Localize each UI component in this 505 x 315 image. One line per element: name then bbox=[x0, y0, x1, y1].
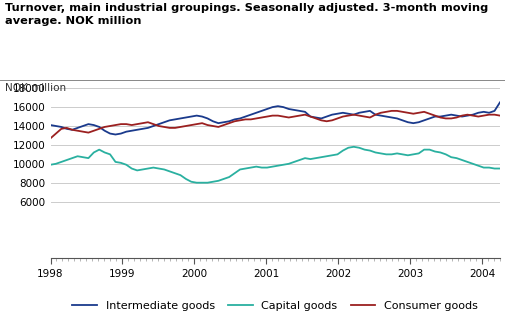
Legend: Intermediate goods, Capital goods, Consumer goods: Intermediate goods, Capital goods, Consu… bbox=[72, 301, 478, 312]
Capital goods bbox=[53, 162, 59, 166]
Capital goods bbox=[350, 145, 357, 149]
Consumer goods bbox=[53, 132, 59, 135]
Consumer goods bbox=[270, 114, 276, 117]
Consumer goods bbox=[389, 109, 395, 113]
Consumer goods bbox=[75, 129, 81, 133]
Capital goods bbox=[253, 165, 259, 169]
Capital goods bbox=[275, 164, 281, 168]
Text: NOK million: NOK million bbox=[5, 83, 66, 94]
Consumer goods bbox=[47, 136, 54, 140]
Capital goods bbox=[497, 167, 503, 170]
Line: Consumer goods: Consumer goods bbox=[50, 111, 500, 138]
Intermediate goods bbox=[253, 111, 259, 115]
Intermediate goods bbox=[497, 100, 503, 104]
Intermediate goods bbox=[416, 120, 422, 124]
Text: Turnover, main industrial groupings. Seasonally adjusted. 3-month moving
average: Turnover, main industrial groupings. Sea… bbox=[5, 3, 488, 26]
Capital goods bbox=[75, 154, 81, 158]
Line: Capital goods: Capital goods bbox=[50, 147, 500, 183]
Intermediate goods bbox=[275, 104, 281, 108]
Line: Intermediate goods: Intermediate goods bbox=[50, 102, 500, 135]
Intermediate goods bbox=[47, 123, 54, 127]
Capital goods bbox=[399, 152, 406, 156]
Capital goods bbox=[194, 181, 200, 185]
Consumer goods bbox=[416, 111, 422, 115]
Consumer goods bbox=[248, 117, 254, 121]
Intermediate goods bbox=[113, 133, 119, 136]
Intermediate goods bbox=[75, 126, 81, 130]
Consumer goods bbox=[497, 114, 503, 117]
Intermediate goods bbox=[394, 117, 400, 120]
Intermediate goods bbox=[53, 124, 59, 128]
Consumer goods bbox=[394, 109, 400, 113]
Capital goods bbox=[421, 148, 427, 152]
Capital goods bbox=[47, 163, 54, 167]
